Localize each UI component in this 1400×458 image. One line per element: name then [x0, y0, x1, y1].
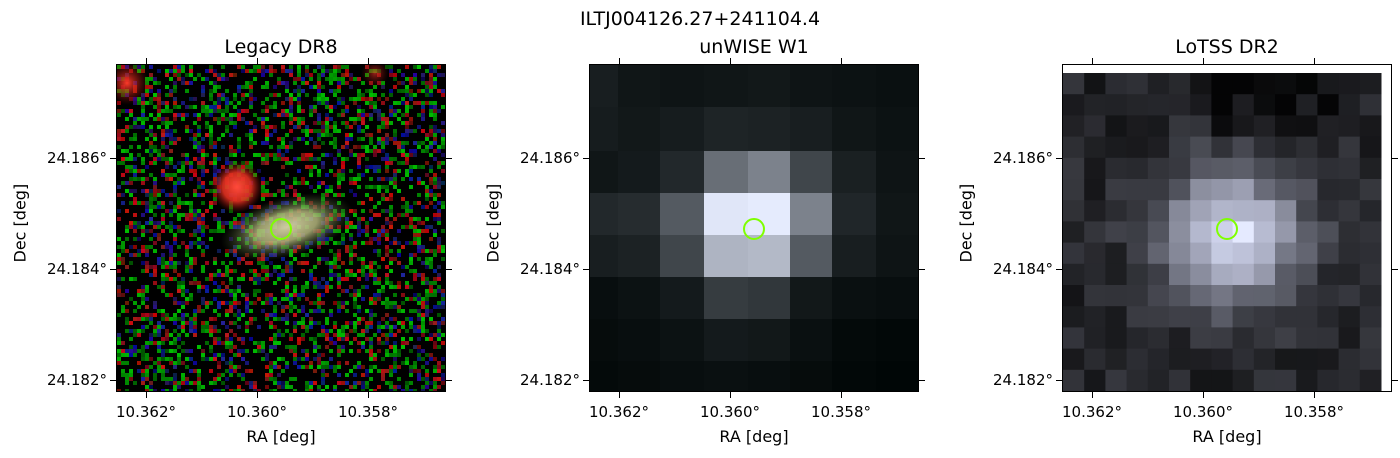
- y-tick-label: 24.182°: [520, 371, 580, 389]
- red-corner-source: [117, 65, 149, 105]
- y-tick-mark: [1392, 158, 1398, 159]
- y-tick-label: 24.184°: [993, 260, 1053, 278]
- y-tick-mark: [1056, 269, 1062, 270]
- panel-title-unwise: unWISE W1: [699, 36, 809, 58]
- x-tick-label: 10.360°: [227, 403, 287, 421]
- y-tick-label: 24.184°: [47, 260, 107, 278]
- x-tick-mark: [1092, 58, 1093, 64]
- y-tick-mark: [1056, 380, 1062, 381]
- panel-title-legacy: Legacy DR8: [224, 36, 338, 58]
- x-tick-label: 10.360°: [700, 403, 760, 421]
- x-axis-label-lotss: RA [deg]: [1192, 427, 1262, 446]
- red-star: [211, 161, 263, 213]
- x-tick-mark: [1314, 392, 1315, 398]
- panel-title-lotss: LoTSS DR2: [1175, 36, 1279, 58]
- x-tick-label: 10.360°: [1173, 403, 1233, 421]
- x-tick-label: 10.362°: [589, 403, 649, 421]
- y-tick-mark: [919, 380, 925, 381]
- y-tick-label: 24.186°: [47, 149, 107, 167]
- x-tick-mark: [841, 58, 842, 64]
- y-tick-mark: [446, 269, 452, 270]
- y-axis-label-legacy: Dec [deg]: [10, 183, 30, 263]
- x-tick-label: 10.358°: [1284, 403, 1344, 421]
- source-marker: [1216, 218, 1238, 240]
- y-tick-mark: [583, 269, 589, 270]
- x-tick-mark: [257, 58, 258, 64]
- x-tick-label: 10.362°: [1062, 403, 1122, 421]
- y-axis-label-unwise: Dec [deg]: [483, 183, 503, 263]
- x-tick-mark: [1092, 392, 1093, 398]
- y-tick-mark: [1392, 380, 1398, 381]
- source-marker: [743, 218, 765, 240]
- source-marker: [270, 218, 292, 240]
- y-tick-mark: [1392, 269, 1398, 270]
- y-tick-label: 24.182°: [993, 371, 1053, 389]
- y-tick-mark: [110, 380, 116, 381]
- x-tick-mark: [368, 392, 369, 398]
- unwise-image: [589, 64, 919, 392]
- x-axis-label-legacy: RA [deg]: [246, 427, 316, 446]
- x-tick-label: 10.358°: [338, 403, 398, 421]
- x-tick-mark: [146, 58, 147, 64]
- y-axis-label-lotss: Dec [deg]: [956, 183, 976, 263]
- legacy-image: [116, 64, 446, 392]
- x-tick-mark: [257, 392, 258, 398]
- lotss-image: [1062, 64, 1392, 392]
- x-tick-mark: [841, 392, 842, 398]
- x-tick-mark: [730, 392, 731, 398]
- x-axis-label-unwise: RA [deg]: [719, 427, 789, 446]
- x-tick-mark: [730, 58, 731, 64]
- y-tick-mark: [446, 158, 452, 159]
- y-tick-mark: [446, 380, 452, 381]
- figure-title: ILTJ004126.27+241104.4: [579, 8, 821, 30]
- y-tick-label: 24.186°: [993, 149, 1053, 167]
- y-tick-mark: [110, 158, 116, 159]
- y-tick-mark: [1056, 158, 1062, 159]
- y-tick-mark: [919, 158, 925, 159]
- x-tick-mark: [1203, 58, 1204, 64]
- y-tick-mark: [110, 269, 116, 270]
- y-tick-label: 24.186°: [520, 149, 580, 167]
- x-tick-mark: [619, 58, 620, 64]
- x-tick-mark: [368, 58, 369, 64]
- x-tick-mark: [619, 392, 620, 398]
- x-tick-mark: [146, 392, 147, 398]
- x-tick-mark: [1314, 58, 1315, 64]
- y-tick-mark: [919, 269, 925, 270]
- y-tick-label: 24.184°: [520, 260, 580, 278]
- y-tick-mark: [583, 158, 589, 159]
- y-tick-label: 24.182°: [47, 371, 107, 389]
- y-tick-mark: [583, 380, 589, 381]
- galaxy-blob: [220, 193, 354, 261]
- x-tick-label: 10.362°: [116, 403, 176, 421]
- x-tick-label: 10.358°: [811, 403, 871, 421]
- x-tick-mark: [1203, 392, 1204, 398]
